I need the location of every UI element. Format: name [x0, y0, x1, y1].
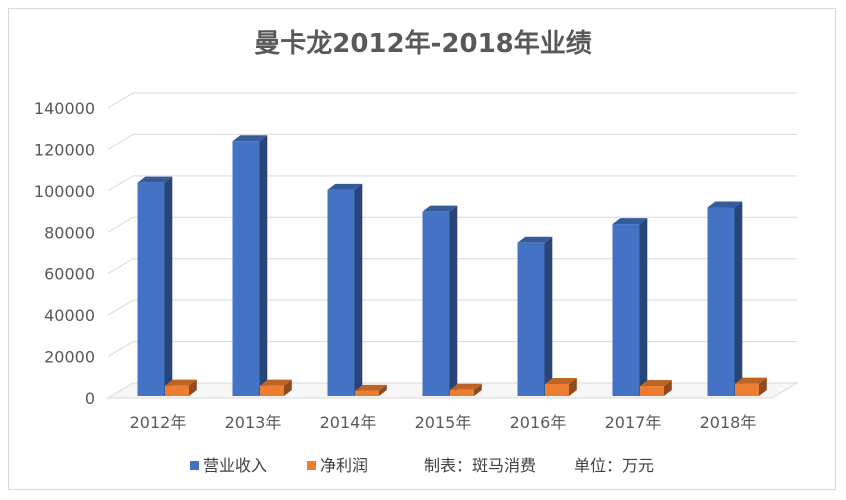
grid-diagonal	[107, 175, 134, 192]
legend: 营业收入 净利润 制表：斑马消费 单位：万元	[190, 456, 654, 475]
bar-side	[544, 236, 553, 396]
bar-top	[260, 379, 292, 386]
bar-side	[734, 201, 743, 396]
bar-top	[640, 380, 672, 387]
bar-net-profit-2018年	[735, 377, 767, 396]
grid-diagonal	[107, 133, 134, 150]
bar-front	[450, 389, 474, 396]
bar-net-profit-2012年	[165, 379, 197, 396]
bar-revenue-2016年	[517, 236, 553, 396]
bar-top	[707, 201, 743, 208]
bar-top	[327, 183, 363, 190]
bar-net-profit-2016年	[545, 377, 577, 396]
bar-top	[545, 377, 577, 384]
x-tick-label: 2015年	[415, 413, 472, 432]
bar-net-profit-2013年	[260, 379, 292, 396]
bar-front	[165, 385, 189, 396]
bar-top	[232, 135, 268, 142]
bar-front	[545, 383, 569, 396]
bar-top	[355, 384, 387, 391]
y-axis: 0 20000 40000 60000 80000 100000 120000 140000	[34, 99, 95, 408]
x-tick-label: 2013年	[225, 413, 282, 432]
bar-net-profit-2015年	[450, 383, 482, 396]
x-tick-label: 2012年	[130, 413, 187, 432]
bar-front	[612, 224, 640, 396]
source-note: 制表：斑马消费	[424, 456, 536, 475]
grid-diagonal	[107, 216, 134, 233]
bar-top	[450, 383, 482, 390]
bar-front	[232, 141, 260, 396]
legend-swatch-revenue	[190, 461, 199, 470]
bar-net-profit-2017年	[640, 380, 672, 396]
bar-top	[735, 377, 767, 384]
y-tick-label: 140000	[34, 99, 95, 118]
chart-title: 曼卡龙2012年-2018年业绩	[254, 28, 592, 59]
bar-net-profit-2014年	[355, 384, 387, 396]
bar-revenue-2012年	[137, 176, 173, 396]
bar-top	[422, 205, 458, 212]
bar-front	[260, 385, 284, 396]
bar-side	[164, 176, 173, 396]
y-tick-label: 0	[85, 389, 95, 408]
y-tick-label: 80000	[44, 223, 95, 242]
bar-front	[707, 207, 735, 396]
grid-diagonal	[107, 299, 134, 316]
x-tick-label: 2016年	[510, 413, 567, 432]
bar-front	[735, 383, 759, 396]
bar-front	[137, 182, 165, 396]
y-tick-label: 40000	[44, 306, 95, 325]
bar-side	[449, 205, 458, 396]
grid-diagonal	[107, 92, 134, 109]
bar-front	[355, 390, 379, 396]
bar-side	[284, 379, 292, 396]
y-tick-label: 120000	[34, 140, 95, 159]
bar-top	[517, 236, 553, 243]
y-tick-label: 100000	[34, 182, 95, 201]
bar-front	[422, 211, 450, 396]
bar-side	[664, 380, 672, 396]
bar-top	[612, 218, 648, 225]
bar-revenue-2014年	[327, 183, 363, 396]
x-tick-label: 2017年	[605, 413, 662, 432]
legend-label-revenue: 营业收入	[203, 456, 267, 475]
bars	[137, 135, 767, 396]
bar-side	[259, 135, 268, 396]
bar-side	[189, 379, 197, 396]
bar-front	[327, 189, 355, 396]
bar-top	[165, 379, 197, 386]
grid-diagonal	[107, 258, 134, 275]
y-tick-label: 20000	[44, 348, 95, 367]
bar-side	[639, 218, 648, 396]
bar-revenue-2018年	[707, 201, 743, 396]
bar-front	[640, 386, 664, 396]
legend-swatch-net-profit	[307, 461, 316, 470]
unit-note: 单位：万元	[574, 456, 654, 475]
legend-label-net-profit: 净利润	[320, 456, 368, 475]
grid-diagonal	[107, 341, 134, 358]
bar-revenue-2015年	[422, 205, 458, 396]
bar-revenue-2017年	[612, 218, 648, 396]
bar-revenue-2013年	[232, 135, 268, 396]
bar-front	[517, 242, 545, 396]
bar-side	[569, 377, 577, 396]
bar-side	[354, 183, 363, 396]
bar-side	[379, 384, 387, 396]
x-tick-label: 2014年	[320, 413, 377, 432]
bar-side	[474, 383, 482, 396]
x-axis: 2012年 2013年 2014年 2015年 2016年 2017年 2018年	[130, 413, 757, 432]
x-tick-label: 2018年	[700, 413, 757, 432]
bar-top	[137, 176, 173, 183]
y-tick-label: 60000	[44, 265, 95, 284]
bar-side	[759, 377, 767, 396]
